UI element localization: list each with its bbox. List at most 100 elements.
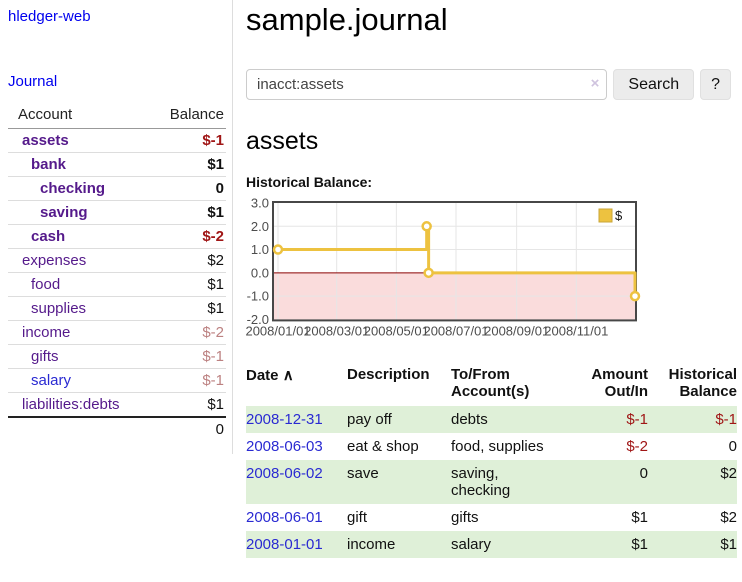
x-tick-label: 2008/07/01 — [423, 323, 488, 338]
register-row[interactable]: 2008-01-01 income salary $1 $1 — [246, 531, 737, 558]
account-link-cash[interactable]: cash — [31, 228, 66, 245]
y-tick-label: -2.0 — [247, 312, 269, 327]
register-amount: $1 — [631, 536, 648, 553]
account-balance: $1 — [152, 296, 226, 321]
register-date-link[interactable]: 2008-06-01 — [246, 509, 323, 526]
account-link-assets[interactable]: assets — [22, 132, 69, 149]
sidebar: hledger-web Journal Account Balance asse… — [0, 0, 233, 454]
register-amount: $1 — [631, 509, 648, 526]
accounts-tbody: assets $-1 bank $1 checking 0 saving $1 cash $-2 e… — [8, 128, 226, 418]
brand-link[interactable]: hledger-web — [8, 8, 91, 25]
accounts-header-account: Account — [8, 104, 153, 129]
account-link-saving[interactable]: saving — [40, 204, 88, 221]
register-table: Date ∧ Description To/From Account(s) Am… — [246, 362, 737, 558]
register-amount: 0 — [639, 465, 648, 482]
register-balance: $2 — [720, 509, 737, 526]
register-header-balance: Historical Balance — [668, 366, 737, 400]
account-row: bank $1 — [8, 152, 226, 177]
account-balance: $1 — [152, 392, 226, 418]
account-balance: $-2 — [152, 224, 226, 249]
search-input[interactable] — [246, 69, 608, 100]
account-link-supplies[interactable]: supplies — [31, 300, 87, 317]
register-accounts: gifts — [451, 509, 479, 526]
account-balance: $-1 — [152, 128, 226, 153]
legend-swatch — [598, 208, 613, 223]
account-link-food[interactable]: food — [31, 276, 61, 293]
register-header-row: Date ∧ Description To/From Account(s) Am… — [246, 362, 737, 406]
register-balance: 0 — [728, 438, 737, 455]
account-row: income $-2 — [8, 320, 226, 345]
search-form: × Search ? — [246, 69, 737, 100]
account-row: gifts $-1 — [8, 344, 226, 369]
account-balance: $1 — [152, 272, 226, 297]
accounts-table: Account Balance assets $-1 bank $1 checking 0… — [8, 104, 226, 441]
account-row: cash $-2 — [8, 224, 226, 249]
accounts-total-value: 0 — [152, 416, 226, 441]
account-link-salary[interactable]: salary — [31, 372, 72, 389]
y-tick-label: -1.0 — [247, 289, 269, 304]
account-link-gifts[interactable]: gifts — [31, 348, 59, 365]
sidebar-item-journal[interactable]: Journal — [8, 73, 58, 90]
register-header-accounts: To/From Account(s) — [451, 366, 530, 400]
register-balance: $2 — [720, 465, 737, 482]
account-heading: assets — [246, 127, 319, 155]
chart-section-label: Historical Balance: — [246, 174, 373, 190]
register-header-amount: Amount Out/In — [591, 366, 648, 400]
register-header-date[interactable]: Date ∧ — [246, 367, 294, 384]
data-point-marker — [629, 290, 641, 302]
account-balance: 0 — [152, 176, 226, 201]
register-description: pay off — [347, 411, 392, 428]
y-tick-label: 3.0 — [251, 196, 269, 211]
account-row: liabilities:debts $1 — [8, 392, 226, 418]
account-row: supplies $1 — [8, 296, 226, 321]
accounts-total-row: 0 — [8, 416, 226, 441]
y-tick-label: 0.0 — [251, 265, 269, 280]
register-date-link[interactable]: 2008-06-02 — [246, 465, 323, 482]
data-point-marker — [421, 221, 432, 232]
account-link-checking[interactable]: checking — [40, 180, 106, 197]
historical-balance-chart: $3.0 2.0 1.0 0.0 -1.0 -2.0 2008/01/01 2008/03/0… — [245, 196, 737, 345]
register-accounts: food, supplies — [451, 438, 544, 455]
data-point-marker — [423, 267, 434, 279]
x-tick-label: 2008/01/01 — [245, 323, 310, 338]
account-balance: $1 — [152, 152, 226, 177]
y-tick-label: 2.0 — [251, 219, 269, 234]
register-row[interactable]: 2008-06-02 save saving, checking 0 $2 — [246, 460, 737, 504]
clear-search-icon[interactable]: × — [590, 75, 600, 92]
register-accounts: saving, checking — [451, 465, 511, 499]
x-tick-label: 2008/11/01 — [544, 323, 608, 338]
register-date-link[interactable]: 2008-12-31 — [246, 411, 323, 428]
search-help-button[interactable]: ? — [700, 69, 731, 100]
account-balance: $-1 — [152, 344, 226, 369]
account-link-income[interactable]: income — [22, 324, 71, 341]
x-tick-label: 2008/09/01 — [484, 323, 549, 338]
account-link-expenses[interactable]: expenses — [22, 252, 87, 269]
legend-label: $ — [615, 208, 623, 223]
x-tick-label: 2008/03/01 — [304, 323, 369, 338]
register-description: income — [347, 536, 396, 553]
account-balance: $2 — [152, 248, 226, 273]
register-amount: $-2 — [626, 438, 648, 455]
register-row[interactable]: 2008-12-31 pay off debts $-1 $-1 — [246, 406, 737, 433]
account-link-liabilities-debts[interactable]: liabilities:debts — [22, 396, 120, 413]
register-amount: $-1 — [626, 411, 648, 428]
search-button[interactable]: Search — [613, 69, 695, 100]
register-date-link[interactable]: 2008-06-03 — [246, 438, 323, 455]
register-accounts: debts — [451, 411, 488, 428]
account-row: food $1 — [8, 272, 226, 297]
balance-chart: $3.0 2.0 1.0 0.0 -1.0 -2.02008/01/012008/03/0… — [245, 196, 641, 338]
register-balance: $-1 — [715, 411, 737, 428]
accounts-header-balance: Balance — [152, 104, 226, 129]
account-balance: $1 — [152, 200, 226, 225]
register-description: save — [347, 465, 379, 482]
register-row[interactable]: 2008-06-03 eat & shop food, supplies $-2 0 — [246, 433, 737, 460]
account-link-bank[interactable]: bank — [31, 156, 67, 173]
account-row: expenses $2 — [8, 248, 226, 273]
register-tbody: 2008-12-31 pay off debts $-1 $-1 2008-06-03 ea… — [246, 406, 737, 558]
register-accounts: salary — [451, 536, 492, 553]
account-balance: $-2 — [152, 320, 226, 345]
x-tick-label: 2008/05/01 — [364, 323, 429, 338]
register-row[interactable]: 2008-06-01 gift gifts $1 $2 — [246, 504, 737, 531]
sort-ascending-icon: ∧ — [282, 367, 294, 384]
register-date-link[interactable]: 2008-01-01 — [246, 536, 323, 553]
